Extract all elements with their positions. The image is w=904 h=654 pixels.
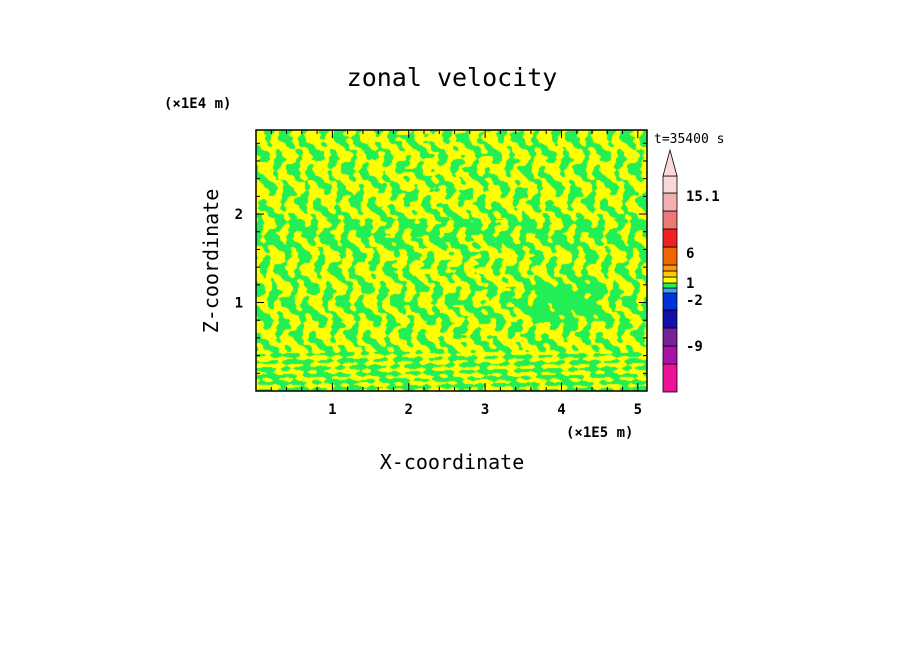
y-tick-label: 2 xyxy=(235,207,243,223)
colorbar-bin xyxy=(662,246,678,266)
x-scale-label: (×1E5 m) xyxy=(566,425,633,441)
colorbar-bin xyxy=(662,228,678,248)
y-tick-label: 1 xyxy=(235,296,243,312)
colorbar-bin xyxy=(662,292,678,311)
colorbar-bin xyxy=(662,264,678,272)
time-label: t=35400 s xyxy=(654,132,724,147)
x-tick-label: 4 xyxy=(557,402,565,418)
colorbar-label-minus-9: -9 xyxy=(686,339,703,355)
colorbar-bin xyxy=(662,345,678,365)
chart-title: zonal velocity xyxy=(347,63,558,92)
heatmap-image xyxy=(256,130,647,391)
y-scale-label: (×1E4 m) xyxy=(164,96,231,112)
colorbar-bin xyxy=(662,270,678,278)
y-axis-label: Z-coordinate xyxy=(199,189,223,334)
colorbar-label-6: 6 xyxy=(686,246,694,262)
heatmap-field xyxy=(256,130,647,391)
x-axis: 1 2 3 4 5 xyxy=(270,130,642,418)
x-tick-label: 2 xyxy=(405,402,413,418)
colorbar-bin xyxy=(662,309,678,329)
plot-frame xyxy=(255,129,648,392)
colorbar-label-minus-2: -2 xyxy=(686,293,703,309)
colorbar-bin xyxy=(662,276,678,284)
colorbar-bin xyxy=(662,210,678,230)
colorbar-label-15-1: 15.1 xyxy=(686,189,720,205)
colorbar-extend-arrow xyxy=(662,148,678,177)
colorbar-labels: 15.1 6 1 -2 -9 xyxy=(686,189,720,355)
colorbar-bin xyxy=(662,192,678,212)
colorbar-bin xyxy=(662,287,678,294)
colorbar xyxy=(662,148,678,393)
colorbar-bin xyxy=(662,363,678,393)
colorbar-label-1: 1 xyxy=(686,276,694,292)
y-axis: 12 xyxy=(235,142,647,374)
colorbar-bin xyxy=(662,327,678,347)
x-tick-label: 3 xyxy=(481,402,489,418)
x-tick-label: 5 xyxy=(634,402,642,418)
colorbar-bin xyxy=(662,175,678,194)
x-axis-label: X-coordinate xyxy=(380,450,525,474)
colorbar-bin xyxy=(662,282,678,289)
x-tick-label: 1 xyxy=(328,402,336,418)
